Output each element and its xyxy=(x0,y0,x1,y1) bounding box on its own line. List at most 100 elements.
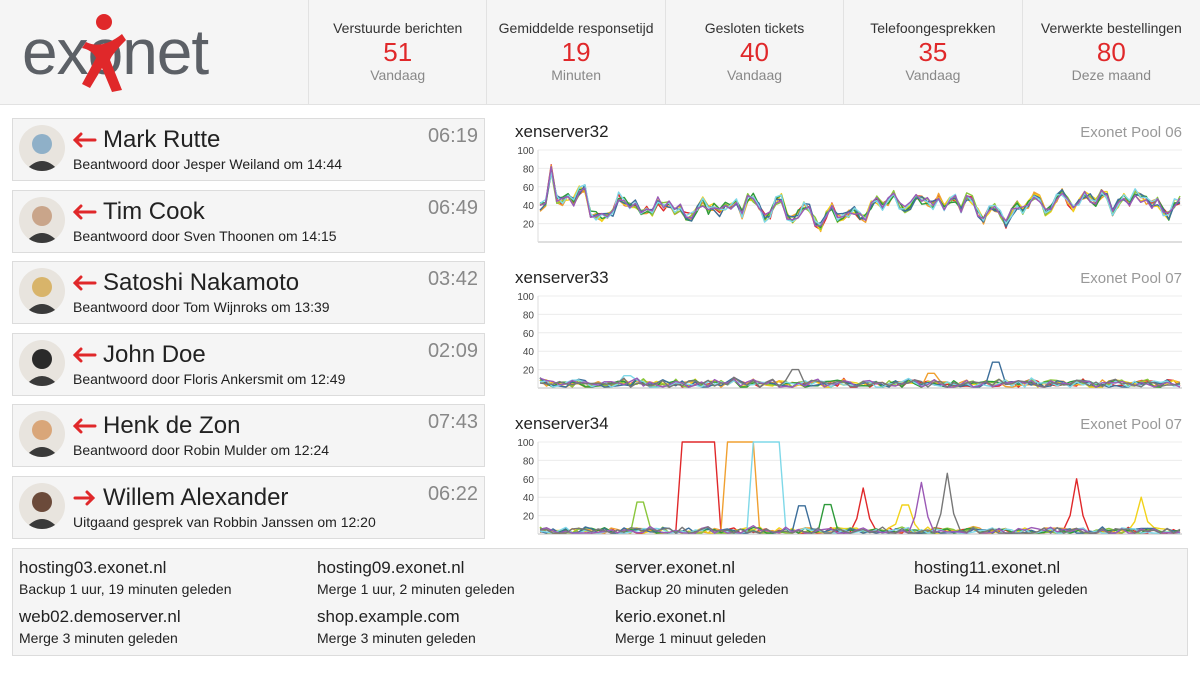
y-tick-label: 40 xyxy=(523,201,535,212)
call-card[interactable]: Henk de Zon Beantwoord door Robin Mulder … xyxy=(12,404,485,468)
backup-host: shop.example.com xyxy=(317,607,460,626)
stat-tile: Verstuurde berichten 51 Vandaag xyxy=(308,0,486,104)
call-card[interactable]: Willem Alexander Uitgaand gesprek van Rob… xyxy=(12,475,485,539)
chart-pool-label: Exonet Pool 06 xyxy=(1080,124,1182,141)
backup-host: hosting03.exonet.nl xyxy=(19,558,167,577)
backup-status: Merge 1 minuut geleden xyxy=(615,630,766,646)
y-tick-label: 40 xyxy=(523,347,535,358)
series-line xyxy=(539,472,1181,534)
backup-host: server.exonet.nl xyxy=(615,558,736,577)
stat-label: Telefoongesprekken xyxy=(870,20,996,36)
y-tick-label: 80 xyxy=(523,164,535,175)
call-subtitle: Beantwoord door Floris Ankersmit om 12:4… xyxy=(73,370,346,387)
call-duration: 02:09 xyxy=(427,339,478,362)
y-tick-label: 20 xyxy=(523,220,535,231)
stat-value: 51 xyxy=(383,37,413,67)
backup-host: hosting09.exonet.nl xyxy=(317,558,465,577)
backup-status: Merge 3 minuten geleden xyxy=(317,630,476,646)
arrow-left-icon xyxy=(73,132,97,148)
call-duration: 03:42 xyxy=(427,268,478,291)
arrow-left-icon xyxy=(73,418,97,434)
stat-label: Gemiddelde responsetijd xyxy=(498,20,654,36)
call-subtitle: Uitgaand gesprek van Robbin Janssen om 1… xyxy=(73,513,376,530)
stat-subtitle: Deze maand xyxy=(1071,67,1152,83)
y-tick-label: 80 xyxy=(523,310,535,321)
exonet-logo: exonet xyxy=(22,10,262,94)
avatar xyxy=(19,125,65,171)
stat-tile: Gesloten tickets 40 Vandaag xyxy=(664,0,843,104)
caller-name: Willem Alexander xyxy=(103,483,289,511)
y-tick-label: 20 xyxy=(523,512,535,523)
call-duration: 06:49 xyxy=(427,196,478,219)
stat-subtitle: Vandaag xyxy=(905,67,961,83)
stat-subtitle: Minuten xyxy=(551,67,602,83)
backup-item: web02.demoserver.nl Merge 3 minuten geled… xyxy=(19,607,181,647)
backup-status: Merge 1 uur, 2 minuten geleden xyxy=(317,581,515,597)
stat-tile: Telefoongesprekken 35 Vandaag xyxy=(843,0,1021,104)
line-chart: 20 40 60 80 100 xyxy=(517,292,1182,389)
stat-tile: Gemiddelde responsetijd 19 Minuten xyxy=(486,0,664,104)
caller-name: John Doe xyxy=(103,340,206,368)
stat-value: 19 xyxy=(561,37,591,67)
stat-value: 35 xyxy=(918,37,948,67)
backup-item: hosting11.exonet.nl Backup 14 minuten gel… xyxy=(914,558,1088,598)
call-duration: 06:19 xyxy=(427,125,478,147)
stat-subtitle: Vandaag xyxy=(370,67,426,83)
series-line xyxy=(539,165,1181,227)
call-duration: 06:22 xyxy=(427,482,478,505)
server-chart: xenserver32 Exonet Pool 06 20 40 60 80 100 xyxy=(512,122,1188,262)
call-duration: 07:43 xyxy=(427,411,478,434)
y-tick-label: 40 xyxy=(523,493,535,504)
arrow-left-icon xyxy=(73,204,97,220)
y-tick-label: 80 xyxy=(523,456,535,467)
chart-title: xenserver33 xyxy=(515,268,609,287)
avatar xyxy=(19,411,65,458)
y-tick-label: 100 xyxy=(517,292,534,303)
backup-status: Backup 20 minuten geleden xyxy=(615,581,789,597)
caller-name: Tim Cook xyxy=(103,197,205,225)
logo-figure-icon xyxy=(82,14,126,92)
arrow-left-icon xyxy=(73,275,97,291)
series-line xyxy=(539,441,1181,534)
backup-list: hosting03.exonet.nl Backup 1 uur, 19 minu… xyxy=(12,548,1188,656)
stat-value: 40 xyxy=(740,37,769,67)
call-card[interactable]: Tim Cook Beantwoord door Sven Thoonen om … xyxy=(12,189,485,253)
call-card[interactable]: Mark Rutte Beantwoord door Jesper Weiland… xyxy=(12,118,485,181)
server-chart: xenserver33 Exonet Pool 07 20 40 60 80 100 xyxy=(512,268,1188,408)
stat-label: Verwerkte bestellingen xyxy=(1040,20,1182,36)
backup-item: server.exonet.nl Backup 20 minuten gelede… xyxy=(615,558,789,598)
caller-name: Satoshi Nakamoto xyxy=(103,269,300,297)
backup-item: hosting03.exonet.nl Backup 1 uur, 19 minu… xyxy=(19,558,232,598)
chart-pool-label: Exonet Pool 07 xyxy=(1080,416,1182,433)
line-chart: 20 40 60 80 100 xyxy=(517,438,1182,535)
call-subtitle: Beantwoord door Jesper Weiland om 14:44 xyxy=(73,156,343,172)
call-card[interactable]: Satoshi Nakamoto Beantwoord door Tom Wijn… xyxy=(12,261,485,325)
stat-value: 80 xyxy=(1096,37,1126,67)
call-card[interactable]: John Doe Beantwoord door Floris Ankersmit… xyxy=(12,332,485,396)
chart-pool-label: Exonet Pool 07 xyxy=(1080,270,1182,287)
server-chart: xenserver34 Exonet Pool 07 20 40 60 80 100 xyxy=(512,414,1188,554)
backup-host: web02.demoserver.nl xyxy=(19,607,181,626)
backup-item: kerio.exonet.nl Merge 1 minuut geleden xyxy=(615,607,766,647)
y-tick-label: 20 xyxy=(523,366,535,377)
line-chart: 20 40 60 80 100 xyxy=(517,146,1182,243)
backup-status: Backup 1 uur, 19 minuten geleden xyxy=(19,581,232,597)
header-bar: exonet Verstuurde berichten 51 Vandaag Gemi… xyxy=(0,0,1200,105)
series-line xyxy=(539,172,1181,228)
y-tick-label: 60 xyxy=(523,475,535,486)
arrow-left-icon xyxy=(73,347,97,363)
backup-status: Merge 3 minuten geleden xyxy=(19,630,178,646)
call-subtitle: Beantwoord door Sven Thoonen om 14:15 xyxy=(73,227,337,244)
chart-title: xenserver34 xyxy=(515,414,609,433)
stats-bar: Verstuurde berichten 51 Vandaag Gemiddelde … xyxy=(308,0,1200,104)
avatar xyxy=(19,482,65,529)
call-subtitle: Beantwoord door Tom Wijnroks om 13:39 xyxy=(73,299,330,316)
backup-host: kerio.exonet.nl xyxy=(615,607,726,626)
caller-name: Henk de Zon xyxy=(103,412,241,440)
avatar xyxy=(19,339,65,386)
stat-subtitle: Vandaag xyxy=(727,67,783,83)
stat-label: Verstuurde berichten xyxy=(333,20,463,36)
arrow-right-icon xyxy=(73,490,96,506)
stat-tile: Verwerkte bestellingen 80 Deze maand xyxy=(1021,0,1200,104)
backup-item: shop.example.com Merge 3 minuten geleden xyxy=(317,607,476,647)
